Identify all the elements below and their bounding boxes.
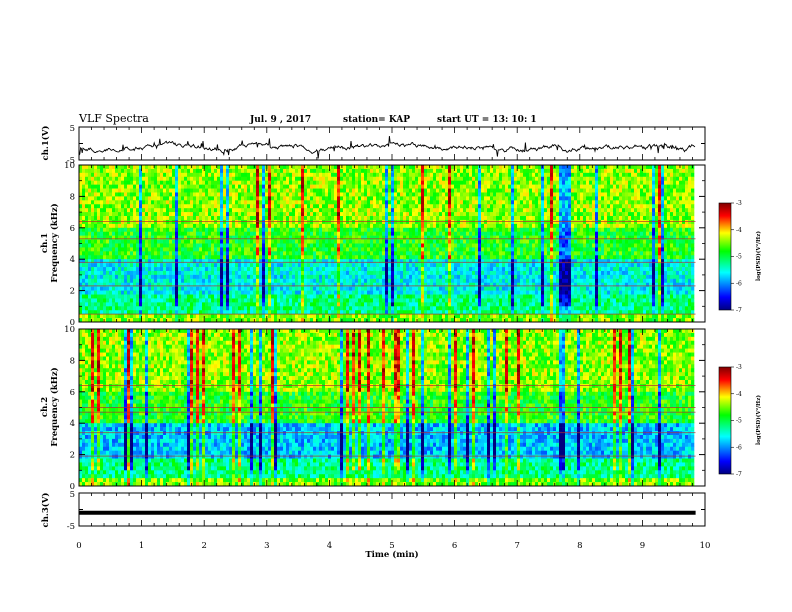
y-tick-label: 8 [70,192,75,202]
x-tick-label: 7 [514,541,519,551]
colorbar-tick-label: -3 [736,200,742,207]
ch3-waveform-ylabel: ch.3(V) [40,493,51,528]
y-tick-label: 2 [70,287,75,297]
y-tick-label: 10 [64,325,75,335]
x-tick-label: 8 [577,541,582,551]
ch1-waveform-ylabel: ch.1(V) [40,126,51,161]
y-tick-label: 5 [70,124,75,134]
y-tick-label: -5 [67,522,75,532]
colorbar-tick-label: -5 [736,418,742,425]
x-tick-label: 3 [264,541,269,551]
colorbar-tick-label: -4 [736,391,742,398]
y-tick-label: 5 [70,490,75,500]
header-date: Jul. 9 , 2017 [249,115,311,125]
ch1-colorbar-label: log(PSD)(V²/Hz) [755,231,762,281]
x-tick-label: 0 [76,541,81,551]
x-tick-label: 6 [452,541,457,551]
figure-title: VLF Spectra [78,112,149,125]
ch2-colorbar: -3 -4 -5 -6 -7 [718,364,742,478]
y-tick-label: 10 [64,161,75,171]
colorbar-tick-label: -5 [736,254,742,261]
y-tick-label: 8 [70,356,75,366]
x-tick-label: 2 [201,541,206,551]
colorbar-tick-label: -6 [736,444,742,451]
x-tick-label: 5 [389,541,394,551]
colorbar-tick-label: -6 [736,280,742,287]
colorbar-tick-label: -4 [736,227,742,234]
x-tick-label: 9 [640,541,645,551]
ch1-waveform [78,135,696,159]
ch1-trace [78,135,696,159]
header-station: station= KAP [343,115,410,125]
colorbar-tick-label: -3 [736,364,742,371]
x-tick-label: 1 [139,541,144,551]
ch2-colorbar-label: log(PSD)(V²/Hz) [755,395,762,445]
ch1-spectrogram-ylabel: ch.1 Frequency (kHz) [40,203,60,282]
ch2-spectrogram-ylabel: ch.2 Frequency (kHz) [40,367,60,446]
x-tick-label: 10 [700,541,711,551]
x-axis-label: Time (min) [365,549,418,560]
colorbar-tick-label: -7 [736,471,742,478]
y-tick-label: 4 [70,255,75,265]
colorbar-tick-label: -7 [736,307,742,314]
y-tick-label: 4 [70,419,75,429]
y-tick-label: -5 [67,156,75,166]
y-tick-label: 0 [70,318,75,328]
y-tick-label: 2 [70,451,75,461]
x-tick-label: 4 [327,541,332,551]
y-tick-label: 6 [70,224,75,234]
ch1-colorbar: -3 -4 -5 -6 -7 [718,200,742,314]
y-tick-label: 6 [70,388,75,398]
header-start-time: start UT = 13: 10: 1 [437,115,537,125]
ch1-spectrogram [79,165,705,323]
ch2-spectrogram [79,329,705,487]
y-tick-label: 0 [70,482,75,492]
